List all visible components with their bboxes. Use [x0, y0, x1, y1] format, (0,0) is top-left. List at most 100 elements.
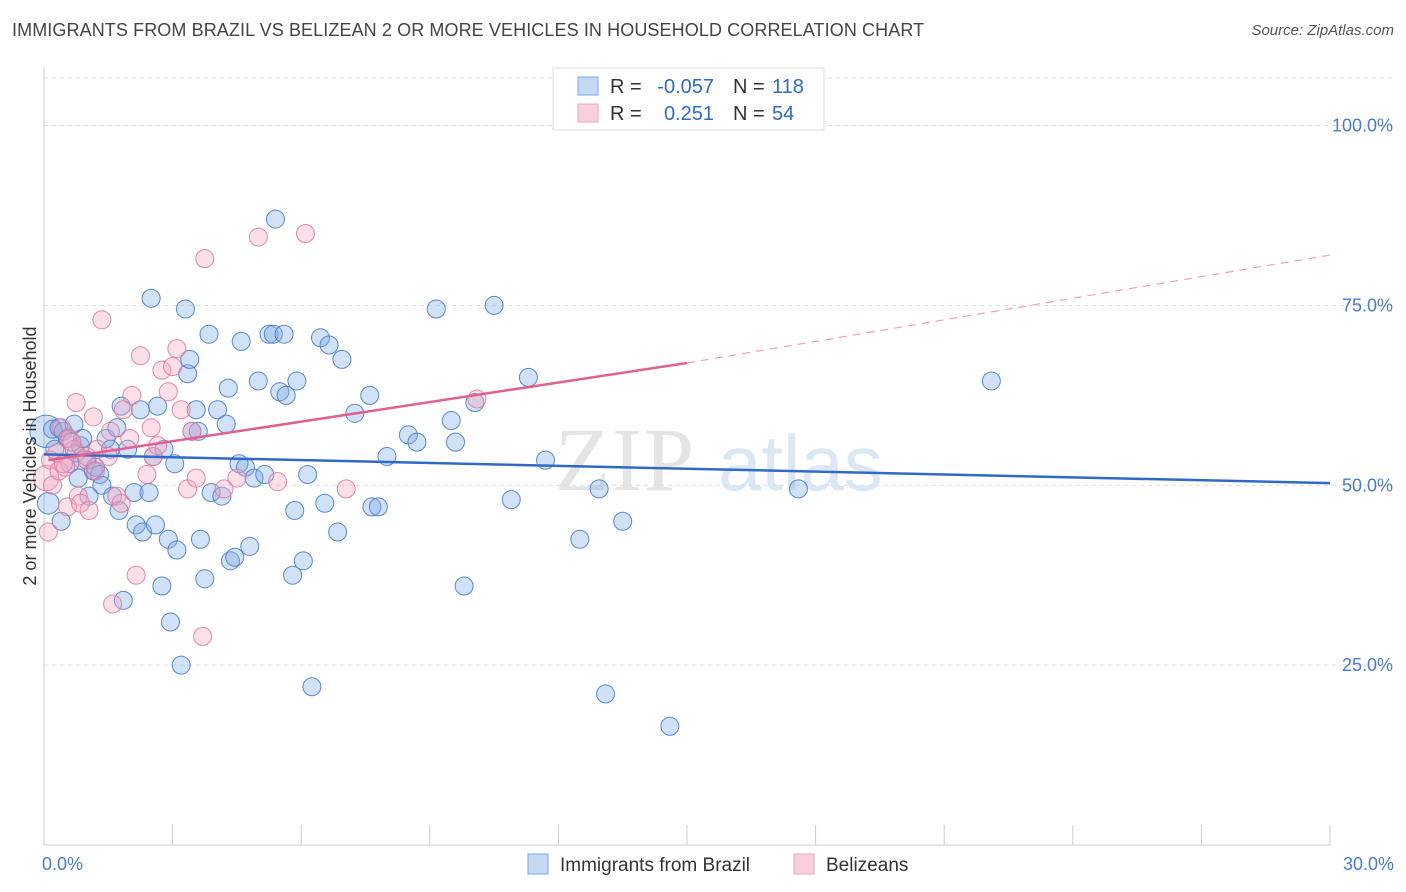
y-axis-tick-labels: 25.0% 50.0% 75.0% 100.0% [1332, 116, 1393, 676]
belizean-point-20 [92, 310, 112, 330]
bottom-legend-swatch-belizeans [793, 853, 815, 875]
brazil-point-55 [212, 486, 232, 506]
legend-n-value-brazil: 118 [772, 76, 804, 98]
belizean-point-35 [152, 360, 172, 380]
brazil-point-75 [287, 371, 307, 391]
correlation-legend: R = -0.057 N = 118 R = 0.251 N = 54 [552, 67, 825, 131]
brazil-point-42 [167, 540, 187, 560]
belizean-point-18 [85, 461, 105, 481]
brazil-point-64 [244, 468, 264, 488]
brazil-point-29 [126, 515, 146, 535]
brazil-point-95 [465, 393, 485, 413]
belizean-point-50 [336, 479, 356, 499]
bottom-legend-label-belizeans: Belizeans [826, 855, 908, 876]
legend-n-label-belizeans: N = [733, 103, 765, 125]
brazil-point-52 [199, 324, 219, 344]
brazil-point-104 [660, 716, 680, 736]
chart-title: IMMIGRANTS FROM BRAZIL VS BELIZEAN 2 OR … [12, 20, 925, 40]
legend-swatch-belizeans [577, 103, 599, 123]
chart-source: Source: ZipAtlas.com [1251, 22, 1394, 39]
belizean-point-34 [148, 436, 168, 456]
belizean-point-16 [79, 500, 99, 520]
brazil-point-90 [407, 432, 427, 452]
belizean-point-22 [100, 421, 120, 441]
belizean-point-45 [214, 479, 234, 499]
y-tick-label-0: 25.0% [1342, 655, 1393, 675]
belizean-point-52 [62, 432, 82, 452]
y-tick-label-2: 75.0% [1342, 295, 1393, 315]
belizean-point-36 [158, 382, 178, 402]
trend-line-belizeans-extension [686, 254, 1331, 364]
belizean-point-28 [122, 385, 142, 405]
brazil-point-105 [788, 479, 808, 499]
brazil-point-72 [276, 385, 296, 405]
belizean-point-39 [171, 400, 191, 420]
belizean-point-1 [38, 522, 58, 542]
belizean-point-38 [167, 339, 187, 359]
belizean-point-23 [103, 594, 123, 614]
belizean-point-48 [268, 472, 288, 492]
brazil-point-78 [302, 677, 322, 697]
belizean-point-42 [186, 468, 206, 488]
belizean-point-41 [182, 421, 202, 441]
belizean-point-31 [137, 464, 157, 484]
brazil-point-46 [180, 349, 200, 369]
watermark: ZIP atlas [555, 411, 883, 510]
brazil-point-54 [208, 400, 228, 420]
belizean-point-30 [130, 346, 150, 366]
brazil-point-34 [141, 288, 161, 308]
belizean-point-9 [60, 429, 80, 449]
brazil-point-85 [360, 385, 380, 405]
brazil-point-35 [145, 515, 165, 535]
series-belizeans-points [33, 223, 487, 646]
brazil-point-82 [328, 522, 348, 542]
series-brazil-points [29, 209, 1001, 736]
brazil-point-94 [454, 576, 474, 596]
legend-r-value-belizeans: 0.251 [664, 103, 714, 125]
brazil-point-97 [501, 490, 521, 510]
belizean-point-32 [141, 418, 161, 438]
brazil-point-101 [589, 479, 609, 499]
brazil-point-81 [319, 335, 339, 355]
belizean-point-11 [66, 393, 86, 413]
brazil-point-63 [240, 536, 260, 556]
trend-line-belizeans [48, 361, 688, 462]
brazil-point-102 [596, 684, 616, 704]
brazil-point-59 [225, 547, 245, 567]
belizean-point-49 [295, 223, 315, 243]
brazil-point-65 [248, 371, 268, 391]
brazil-point-38 [154, 439, 174, 459]
brazil-point-96 [484, 295, 504, 315]
bottom-legend-swatch-brazil [527, 853, 549, 875]
x-tick-label-max: 30.0% [1343, 854, 1394, 874]
brazil-point-69 [265, 209, 285, 229]
brazil-point-43 [171, 655, 191, 675]
belizean-point-27 [120, 429, 140, 449]
brazil-point-24 [109, 500, 129, 520]
watermark-zip: ZIP [555, 411, 696, 510]
brazil-point-61 [231, 331, 251, 351]
brazil-point-26 [113, 590, 133, 610]
brazil-point-37 [152, 576, 172, 596]
belizean-point-51 [467, 389, 487, 409]
brazil-point-44 [175, 299, 195, 319]
trend-lines [43, 254, 1331, 485]
brazil-point-67 [259, 324, 279, 344]
trend-line-brazil [43, 453, 1331, 485]
brazil-point-41 [165, 454, 185, 474]
brazil-point-87 [368, 497, 388, 517]
brazil-point-93 [446, 432, 466, 452]
belizean-point-46 [227, 468, 247, 488]
y-axis-title: 2 or more Vehicles in Household [20, 326, 40, 585]
brazil-point-83 [332, 349, 352, 369]
brazil-point-77 [298, 464, 318, 484]
y-tick-label-1: 50.0% [1342, 475, 1393, 495]
brazil-point-91 [426, 299, 446, 319]
x-axis-ticks [43, 825, 1331, 845]
belizean-point-25 [111, 493, 131, 513]
legend-r-value-brazil: -0.057 [657, 76, 714, 98]
brazil-point-32 [139, 482, 159, 502]
brazil-point-23 [107, 418, 127, 438]
brazil-point-76 [293, 551, 313, 571]
